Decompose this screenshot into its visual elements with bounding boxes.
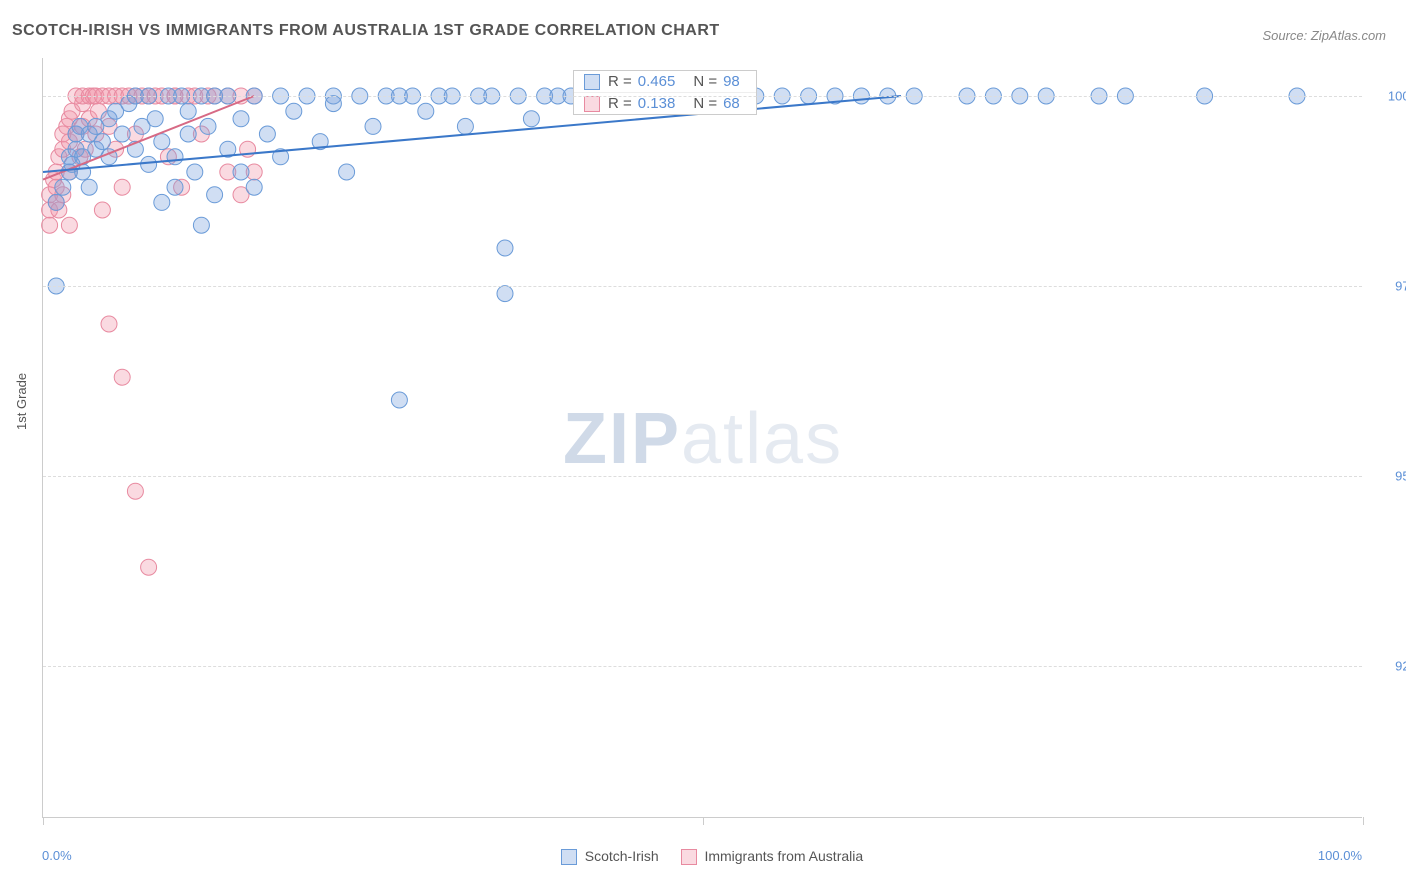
n-label: N = — [693, 73, 717, 90]
stats-swatch-pink — [584, 96, 600, 112]
data-point-blue — [114, 126, 130, 142]
data-point-blue — [365, 118, 381, 134]
x-tick — [43, 817, 44, 825]
data-point-blue — [246, 179, 262, 195]
gridline — [43, 96, 1362, 97]
data-point-blue — [55, 179, 71, 195]
data-point-blue — [167, 149, 183, 165]
data-point-blue — [233, 111, 249, 127]
data-point-pink — [127, 483, 143, 499]
data-point-blue — [200, 118, 216, 134]
r-label: R = — [608, 95, 632, 112]
data-point-blue — [154, 134, 170, 150]
gridline — [43, 476, 1362, 477]
data-point-blue — [94, 134, 110, 150]
data-point-blue — [187, 164, 203, 180]
r-label: R = — [608, 73, 632, 90]
data-point-blue — [207, 187, 223, 203]
data-point-pink — [114, 179, 130, 195]
data-point-blue — [141, 156, 157, 172]
data-point-pink — [114, 369, 130, 385]
y-axis-label: 1st Grade — [14, 373, 29, 430]
legend-label-pink: Immigrants from Australia — [704, 848, 863, 864]
data-point-blue — [286, 103, 302, 119]
gridline — [43, 286, 1362, 287]
data-point-blue — [180, 103, 196, 119]
data-point-pink — [42, 217, 58, 233]
n-value-blue: 98 — [723, 73, 740, 90]
data-point-blue — [81, 179, 97, 195]
data-point-blue — [325, 96, 341, 112]
data-point-blue — [259, 126, 275, 142]
gridline — [43, 666, 1362, 667]
n-label: N = — [693, 95, 717, 112]
series-legend: Scotch-Irish Immigrants from Australia — [0, 848, 1406, 882]
r-value-blue: 0.465 — [638, 73, 676, 90]
data-point-blue — [523, 111, 539, 127]
data-point-blue — [147, 111, 163, 127]
data-point-pink — [94, 202, 110, 218]
chart-title: SCOTCH-IRISH VS IMMIGRANTS FROM AUSTRALI… — [12, 22, 720, 40]
source-label: Source: ZipAtlas.com — [1262, 28, 1386, 43]
data-point-blue — [391, 392, 407, 408]
data-point-pink — [61, 217, 77, 233]
scatter-svg — [43, 58, 1362, 817]
n-value-pink: 68 — [723, 95, 740, 112]
trend-line-blue — [43, 96, 901, 172]
stats-row-blue: R = 0.465 N = 98 — [574, 71, 756, 93]
y-tick-label: 95.0% — [1372, 469, 1406, 484]
data-point-blue — [193, 217, 209, 233]
data-point-blue — [497, 240, 513, 256]
x-tick — [703, 817, 704, 825]
data-point-blue — [497, 286, 513, 302]
chart-plot-area: ZIPatlas R = 0.465 N = 98 R = 0.138 N = … — [42, 58, 1362, 818]
y-tick-label: 100.0% — [1372, 89, 1406, 104]
y-tick-label: 97.5% — [1372, 279, 1406, 294]
data-point-blue — [167, 179, 183, 195]
data-point-pink — [101, 316, 117, 332]
r-value-pink: 0.138 — [638, 95, 676, 112]
data-point-blue — [48, 194, 64, 210]
data-point-blue — [233, 164, 249, 180]
data-point-blue — [339, 164, 355, 180]
stats-legend-box: R = 0.465 N = 98 R = 0.138 N = 68 — [573, 70, 757, 115]
legend-swatch-blue — [561, 849, 577, 865]
data-point-blue — [457, 118, 473, 134]
stats-swatch-blue — [584, 74, 600, 90]
data-point-blue — [180, 126, 196, 142]
data-point-blue — [154, 194, 170, 210]
data-point-pink — [141, 559, 157, 575]
x-tick — [1363, 817, 1364, 825]
data-point-blue — [418, 103, 434, 119]
legend-swatch-pink — [681, 849, 697, 865]
legend-label-blue: Scotch-Irish — [585, 848, 659, 864]
y-tick-label: 92.5% — [1372, 659, 1406, 674]
